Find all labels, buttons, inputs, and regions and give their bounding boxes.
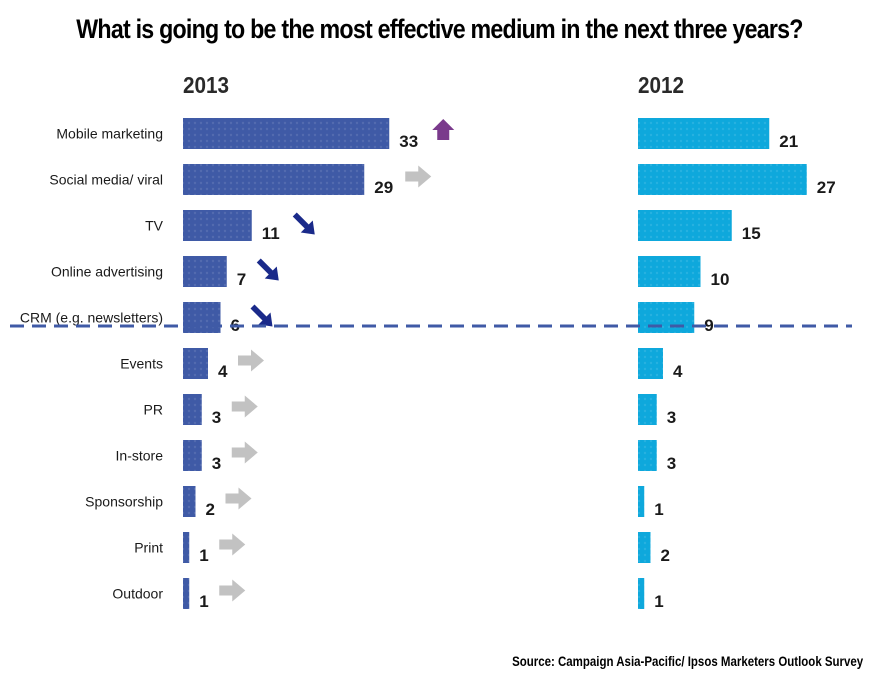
bar-2012 [638,532,651,563]
bar-2012 [638,348,663,379]
bar-2012 [638,302,695,333]
category-label: Mobile marketing [56,126,163,142]
value-label-2013: 1 [199,592,208,611]
bar-2013 [183,440,202,471]
value-label-2013: 7 [237,270,246,289]
category-label: In-store [116,448,164,464]
bar-2013 [183,256,227,287]
category-label: Outdoor [112,586,163,602]
category-label: Social media/ viral [49,172,163,188]
category-label: CRM (e.g. newsletters) [20,310,163,326]
category-label: PR [144,402,163,418]
bar-2013 [183,578,190,609]
bar-2013 [183,118,390,149]
trend-arrow-flat-icon [219,533,246,556]
bar-2013 [183,302,221,333]
value-label-2012: 21 [779,132,798,151]
bar-2013 [183,348,208,379]
value-label-2012: 1 [654,500,663,519]
value-label-2013: 29 [374,178,393,197]
value-label-2013: 1 [199,546,208,565]
trend-arrow-flat-icon [225,487,252,510]
bar-2012 [638,394,657,425]
value-label-2013: 4 [218,362,228,381]
value-label-2013: 3 [212,454,221,473]
source-note: Source: Campaign Asia-Pacific/ Ipsos Mar… [511,653,863,669]
bar-2013 [183,164,365,195]
value-label-2012: 4 [673,362,683,381]
value-label-2012: 1 [654,592,663,611]
category-label: Online advertising [51,264,163,280]
value-label-2012: 3 [667,454,676,473]
bar-2013 [183,532,190,563]
value-label-2012: 15 [742,224,761,243]
chart-title: What is going to be the most effective m… [76,14,803,44]
value-label-2013: 33 [399,132,418,151]
trend-arrow-flat-icon [231,395,258,418]
bar-2012 [638,486,645,517]
bar-2012 [638,256,701,287]
trend-arrow-flat-icon [405,165,432,188]
category-label: TV [145,218,164,234]
bar-2013 [183,486,196,517]
bar-2012 [638,164,807,195]
category-label: Events [120,356,163,372]
value-label-2012: 3 [667,408,676,427]
trend-arrow-down-icon [256,258,279,281]
value-label-2012: 10 [711,270,730,289]
trend-arrow-down-icon [250,304,273,327]
bar-2013 [183,394,202,425]
category-label: Sponsorship [85,494,163,510]
value-label-2013: 11 [262,224,280,243]
bar-2013 [183,210,252,241]
series-header-2013: 2013 [183,72,230,98]
value-label-2012: 2 [661,546,670,565]
trend-arrow-flat-icon [231,441,258,464]
value-label-2012: 27 [817,178,836,197]
trend-arrow-flat-icon [219,579,246,602]
value-label-2013: 3 [212,408,221,427]
bar-2012 [638,210,732,241]
value-label-2012: 9 [704,316,713,335]
trend-arrow-down-icon [292,212,315,235]
value-label-2013: 2 [206,500,215,519]
bar-2012 [638,440,657,471]
bar-2012 [638,578,645,609]
trend-arrow-up-icon [432,119,455,140]
series-header-2012: 2012 [638,72,685,98]
bar-2012 [638,118,770,149]
trend-arrow-flat-icon [238,349,264,372]
category-label: Print [134,540,163,556]
